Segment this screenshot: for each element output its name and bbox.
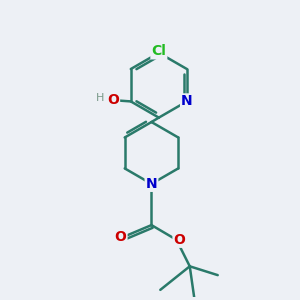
Text: O: O xyxy=(173,233,185,247)
Text: Cl: Cl xyxy=(152,44,166,58)
Text: N: N xyxy=(181,94,193,108)
Text: N: N xyxy=(146,177,157,191)
Text: O: O xyxy=(115,230,127,244)
Text: H: H xyxy=(96,94,105,103)
Text: O: O xyxy=(107,93,119,107)
